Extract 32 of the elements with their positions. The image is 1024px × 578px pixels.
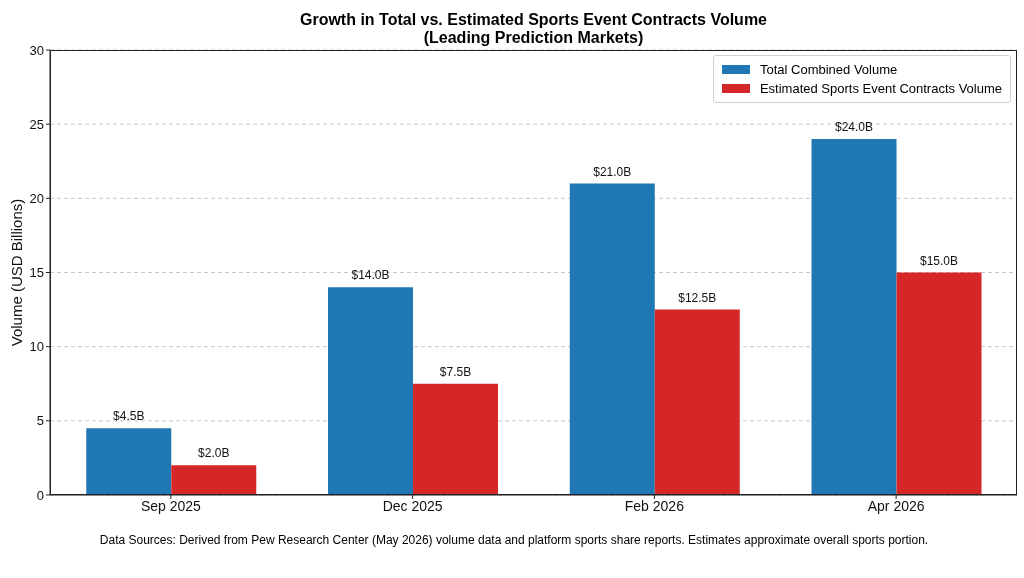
bar [413,383,499,495]
data-label: $12.5B [678,290,717,305]
bar [328,287,414,495]
y-tick-label: 20 [29,190,44,206]
y-tick-label: 0 [36,487,44,503]
bar [811,139,897,495]
data-label: $4.5B [113,409,145,424]
x-tick-label: Dec 2025 [382,497,443,514]
bar [654,309,740,495]
bar [569,183,655,495]
x-tick-label: Sep 2025 [140,497,202,514]
legend-label: Estimated Sports Event Contracts Volume [759,81,1002,96]
y-tick-label: 15 [29,265,44,281]
data-label: $21.0B [593,164,632,179]
y-tick-label: 5 [36,413,44,429]
data-label: $14.0B [351,268,390,283]
y-axis-title: Volume (USD Billions) [7,198,25,347]
y-tick-label: 10 [29,339,44,355]
x-tick-label: Apr 2026 [867,497,925,514]
text: Data Sources: Derived from Pew Research Center (May 2026) volume data and platform sports share reports. Estimates approximate overall sports portion. [98,533,930,547]
bar [171,465,257,495]
bar [896,272,982,495]
data-label: $24.0B [834,120,874,134]
data-label: $2.0B [198,446,230,461]
y-tick-label: 25 [29,116,44,132]
y-tick-label: 30 [29,42,44,58]
data-label: $7.5B [439,364,472,379]
chart-title: Growth in Total vs. Estimated Sports Event Contracts Volume (Leading Prediction Markets) [298,11,768,47]
x-tick-label: Feb 2026 [624,497,685,514]
legend-label: Total Combined Volume [759,62,898,77]
data-label: $15.0B [919,253,959,268]
bar [86,428,172,495]
